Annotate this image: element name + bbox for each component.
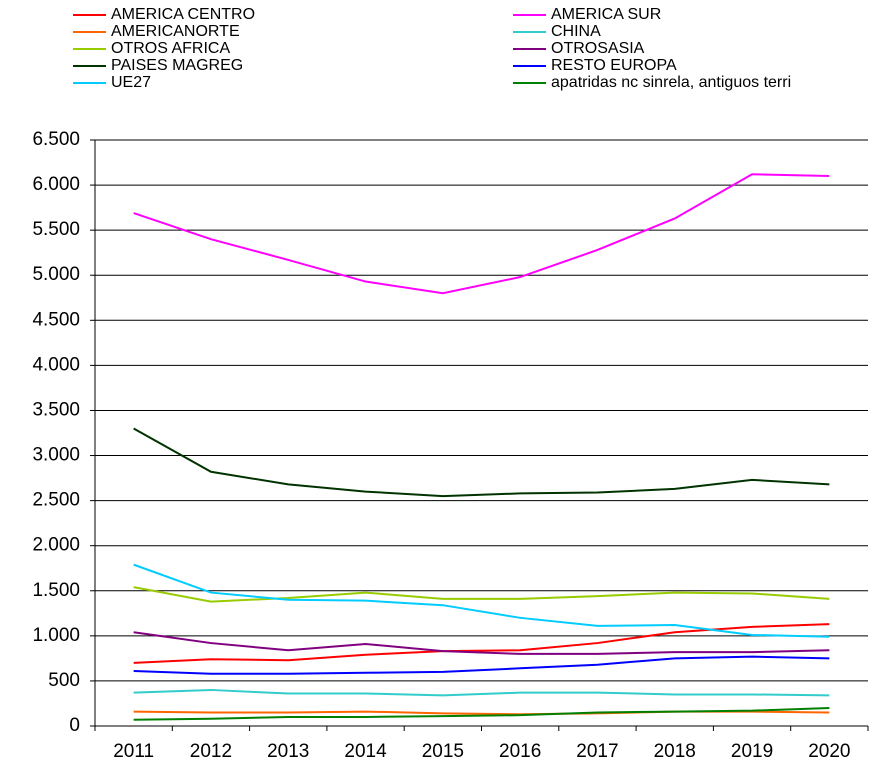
y-tick-label: 0 (69, 715, 80, 736)
series-line (133, 563, 830, 638)
series-line (133, 688, 830, 697)
y-tick-label: 3.000 (32, 445, 80, 466)
y-tick-label: 2.000 (32, 535, 80, 556)
series-line (133, 427, 830, 498)
x-tick-label: 2016 (499, 741, 541, 762)
y-tick-label: 2.500 (32, 490, 80, 511)
y-tick-label: 1.500 (32, 580, 80, 601)
series-line (133, 655, 830, 675)
legend-label: AMERICANORTE (111, 23, 240, 40)
x-tick-label: 2011 (113, 741, 154, 762)
x-tick-label: 2019 (731, 741, 773, 762)
y-tick-label: 4.500 (32, 309, 80, 330)
x-tick-label: 2015 (422, 741, 464, 762)
legend-label: PAISES MAGREG (111, 57, 243, 74)
series-line (133, 173, 830, 295)
x-tick-label: 2013 (267, 741, 309, 762)
y-tick-label: 1.000 (32, 625, 80, 646)
y-tick-label: 5.000 (32, 264, 80, 285)
legend-label: apatridas nc sinrela, antiguos terri (551, 74, 791, 91)
x-tick-label: 2014 (344, 741, 387, 762)
series-line (133, 586, 830, 603)
legend-label: CHINA (551, 23, 601, 40)
series-line (133, 631, 830, 655)
y-tick-label: 4.000 (32, 354, 80, 375)
x-tick-label: 2020 (808, 741, 850, 762)
legend-label: UE27 (111, 74, 151, 91)
y-tick-label: 5.500 (32, 219, 80, 240)
legend-label: AMERICA CENTRO (111, 6, 255, 23)
x-tick-label: 2017 (576, 741, 618, 762)
legend-label: AMERICA SUR (551, 6, 661, 23)
legend-label: RESTO EUROPA (551, 57, 677, 74)
legend-label: OTROSASIA (551, 40, 645, 57)
legend-label: OTROS AFRICA (111, 40, 230, 57)
x-tick-label: 2018 (654, 741, 696, 762)
y-tick-label: 6.000 (32, 174, 80, 195)
y-tick-label: 6.500 (32, 129, 80, 150)
y-tick-label: 500 (48, 670, 80, 691)
x-tick-label: 2012 (190, 741, 232, 762)
y-tick-label: 3.500 (32, 399, 80, 420)
series-line (133, 706, 830, 721)
